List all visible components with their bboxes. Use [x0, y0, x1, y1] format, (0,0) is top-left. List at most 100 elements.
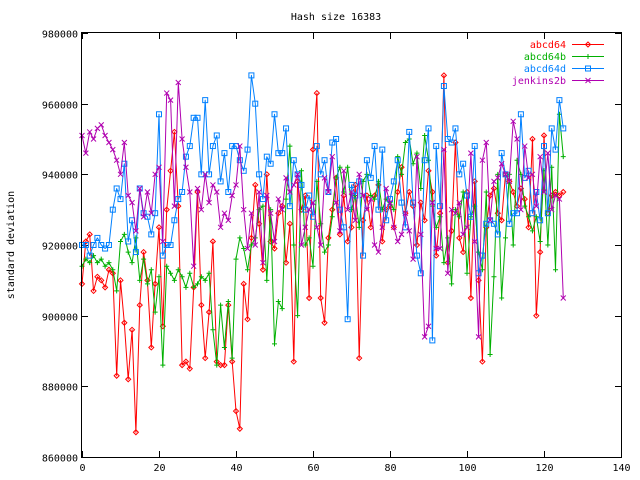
data-point [228, 358, 236, 365]
data-point [329, 214, 335, 220]
data-point [221, 210, 228, 217]
data-point [503, 235, 508, 241]
data-point [290, 358, 297, 365]
data-point [209, 143, 216, 150]
data-point [248, 210, 255, 217]
data-point [267, 160, 274, 167]
data-point [499, 295, 505, 301]
data-point [533, 214, 539, 220]
data-point [256, 171, 263, 178]
data-point [522, 203, 528, 209]
y-tick-label: 940000 [42, 171, 78, 182]
data-point [390, 224, 397, 231]
data-point [444, 136, 451, 142]
data-point [548, 206, 555, 213]
data-point [494, 175, 501, 181]
data-point [109, 146, 116, 153]
data-point [117, 196, 124, 203]
data-point [291, 242, 297, 248]
data-point [329, 139, 336, 146]
data-point [163, 242, 170, 248]
data-point [195, 281, 200, 287]
data-point [279, 306, 285, 312]
data-point [406, 228, 413, 234]
data-point [398, 199, 405, 206]
data-point [387, 199, 393, 206]
data-point [302, 224, 309, 231]
data-point [475, 334, 482, 340]
data-point [156, 274, 162, 280]
data-point [464, 192, 470, 199]
data-point [198, 206, 205, 213]
data-point [483, 220, 490, 227]
data-point [87, 260, 93, 266]
data-point [425, 323, 432, 330]
data-point [444, 270, 451, 277]
data-point [371, 242, 378, 248]
data-point [421, 334, 428, 340]
chart-title: Hash size 16383 [291, 12, 381, 23]
data-point [90, 136, 97, 142]
data-point [179, 274, 185, 280]
data-point [102, 263, 108, 269]
data-point [198, 301, 205, 309]
y-tick-label: 980000 [42, 30, 78, 41]
data-point [502, 171, 509, 178]
data-point [305, 294, 313, 302]
data-point [186, 189, 193, 195]
data-point [533, 203, 540, 209]
data-point [553, 267, 559, 273]
data-point [367, 224, 374, 231]
data-point [244, 146, 251, 153]
x-tick-label: 40 [230, 463, 242, 474]
data-point [167, 97, 174, 103]
data-point [252, 242, 259, 248]
data-point [140, 248, 147, 256]
data-point [232, 407, 240, 415]
data-point [490, 185, 498, 192]
x-tick-label: 60 [307, 463, 319, 474]
data-point [82, 242, 89, 248]
data-point [233, 182, 239, 188]
data-point [141, 256, 147, 262]
series-line [81, 82, 564, 338]
data-point [525, 224, 532, 231]
data-point [163, 206, 170, 213]
data-point [101, 284, 109, 291]
y-tick-label: 880000 [42, 383, 78, 394]
y-tick-label: 960000 [42, 101, 78, 112]
data-point [201, 354, 209, 362]
data-point [144, 213, 151, 220]
data-point [509, 188, 517, 196]
data-point [414, 150, 420, 156]
data-point [556, 97, 563, 104]
plot-area [78, 72, 567, 436]
data-point [86, 129, 93, 135]
data-point [399, 171, 405, 177]
data-point [502, 171, 509, 178]
data-point [152, 171, 159, 178]
series-line [81, 74, 564, 433]
data-point [344, 206, 351, 213]
data-point [295, 313, 301, 319]
data-point [448, 139, 455, 146]
data-point [391, 207, 397, 213]
data-point [282, 259, 290, 266]
data-point [98, 277, 105, 284]
data-point [214, 362, 220, 368]
data-point [363, 157, 370, 164]
data-point [194, 114, 201, 121]
data-point [533, 312, 540, 319]
data-point [510, 210, 517, 217]
data-point [109, 206, 116, 213]
data-point [163, 90, 170, 96]
data-point [467, 294, 475, 302]
data-point [148, 231, 155, 238]
data-point [317, 294, 324, 302]
data-point [298, 242, 305, 248]
data-point [179, 136, 185, 142]
data-point [210, 182, 216, 188]
data-point [225, 299, 231, 305]
data-point [395, 154, 401, 160]
